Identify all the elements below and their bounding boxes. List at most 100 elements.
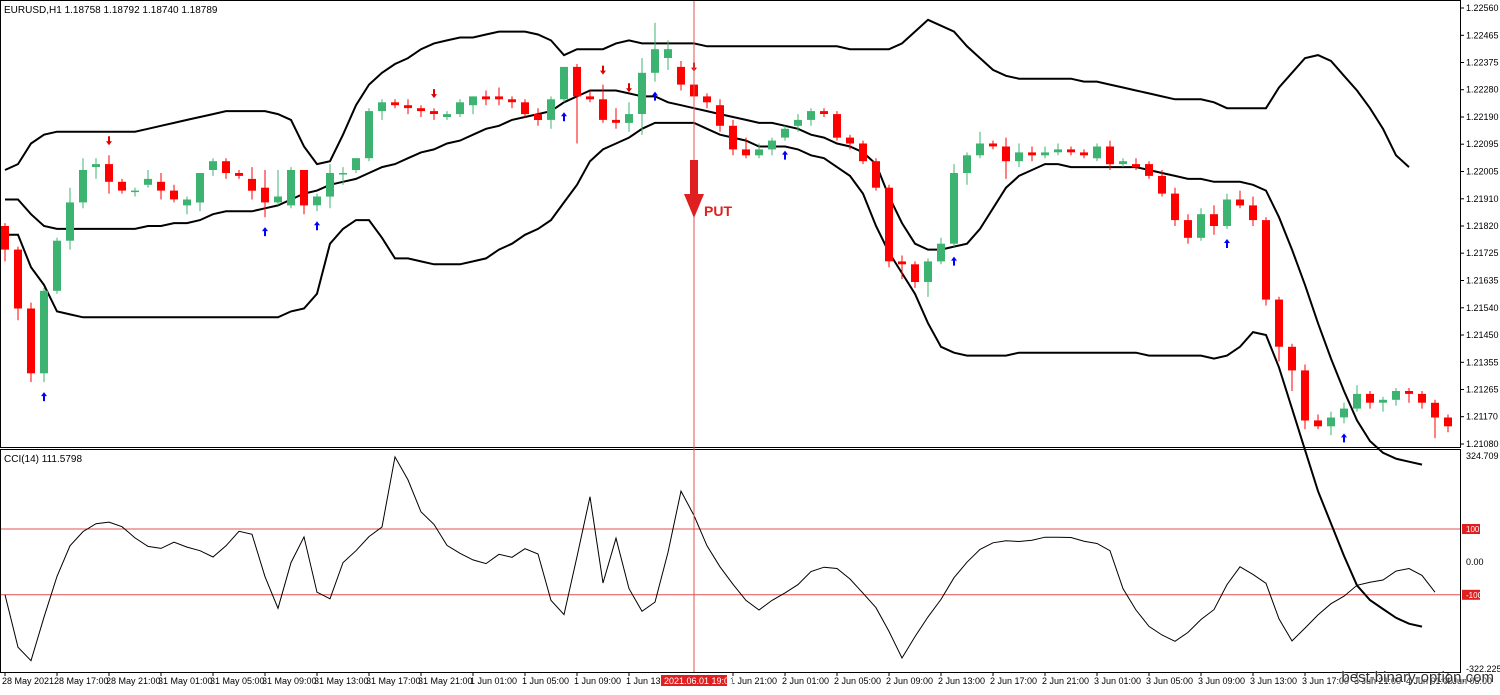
candle-body	[508, 99, 516, 103]
cci-axis-label: 324.709	[1466, 451, 1499, 461]
buy-arrow-icon	[262, 227, 268, 237]
candle-body	[1, 226, 9, 250]
candle-body	[391, 102, 399, 106]
candle-body	[352, 158, 360, 170]
cci-level-badge	[1462, 524, 1480, 534]
candle-body	[300, 170, 308, 206]
candle-body	[118, 181, 126, 191]
candle-body	[1041, 152, 1049, 156]
candle-body	[833, 114, 841, 138]
candle-body	[729, 125, 737, 150]
sell-arrow-icon	[600, 65, 606, 75]
price-axis-label: 1.21540	[1466, 303, 1499, 313]
candle-body	[144, 178, 152, 185]
time-axis-label: 2 Jun 09:00	[886, 676, 933, 686]
candle-body	[222, 161, 230, 173]
price-axis-label: 1.21080	[1466, 439, 1499, 449]
put-signal-label: PUT	[704, 203, 732, 219]
candle-body	[807, 111, 815, 120]
time-axis-label: 2 Jun 21:00	[1042, 676, 1089, 686]
time-axis-label: 28 May 17:00	[54, 676, 109, 686]
cci-axis-label: -100	[1466, 591, 1483, 600]
candle-body	[573, 66, 581, 97]
time-axis-label: 2 Jun 01:00	[782, 676, 829, 686]
cci-level-badge	[1462, 589, 1480, 600]
candle-body	[1093, 146, 1101, 159]
price-axis-label: 1.21265	[1466, 385, 1499, 395]
time-axis-label: 1 Jun 05:00	[522, 676, 569, 686]
candle-body	[638, 72, 646, 114]
sell-arrow-icon	[106, 136, 112, 146]
candle-body	[339, 173, 347, 175]
sell-arrow-icon	[431, 89, 437, 99]
bollinger-middle-band	[5, 89, 1423, 466]
price-pane-frame	[0, 0, 1461, 448]
time-axis-label: 1 Jun 13:00	[626, 676, 673, 686]
candle-body	[560, 66, 568, 100]
candle-body	[92, 164, 100, 167]
price-axis-label: 1.21725	[1466, 248, 1499, 258]
candle-body	[1223, 199, 1231, 226]
watermark: best-binary-option.com	[1341, 669, 1494, 686]
candle-body	[79, 170, 87, 203]
time-axis-label: 2 Jun 05:00	[834, 676, 881, 686]
time-axis-label: 2 Jun 17:00	[990, 676, 1037, 686]
price-axis-label: 1.22560	[1466, 3, 1499, 13]
sell-arrow-icon	[626, 83, 632, 93]
buy-arrow-icon	[1224, 238, 1230, 248]
candle-body	[1301, 370, 1309, 421]
candle-body	[1210, 214, 1218, 226]
candle-body	[1327, 417, 1335, 427]
time-axis-label: 4 Jun 01:00	[1406, 676, 1453, 686]
buy-arrow-icon	[561, 112, 567, 122]
symbol-info: EURUSD,H1 1.18758 1.18792 1.18740 1.1878…	[4, 5, 218, 16]
buy-arrow-icon	[314, 221, 320, 231]
price-axis-label: 1.21635	[1466, 276, 1499, 286]
price-axis-label: 1.22190	[1466, 112, 1499, 122]
candle-body	[469, 96, 477, 106]
candle-body	[937, 243, 945, 262]
time-axis-label: 31 May 01:00	[158, 676, 213, 686]
price-axis-label: 1.21170	[1466, 412, 1498, 422]
candle-body	[820, 111, 828, 114]
candle-body	[1028, 152, 1036, 156]
candle-body	[326, 173, 334, 197]
candle-body	[703, 96, 711, 103]
signal-time-label: 2021.06.01 19:00	[664, 676, 734, 686]
buy-arrow-icon	[652, 91, 658, 101]
candle-body	[755, 149, 763, 156]
candle-body	[1184, 220, 1192, 238]
candle-body	[1249, 205, 1257, 221]
candle-body	[911, 264, 919, 282]
candle-body	[963, 155, 971, 173]
candle-body	[1002, 146, 1010, 162]
price-axis-label: 1.21820	[1466, 221, 1499, 231]
candle-body	[1444, 417, 1452, 427]
time-axis-label: 31 May 09:00	[262, 676, 317, 686]
candle-body	[1067, 149, 1075, 153]
candle-body	[898, 261, 906, 265]
cci-info: CCI(14) 111.5798	[4, 454, 82, 465]
candle-body	[612, 119, 620, 123]
candle-body	[872, 161, 880, 188]
candle-body	[950, 173, 958, 244]
candle-body	[1392, 391, 1400, 400]
candle-body	[716, 105, 724, 126]
candle-body	[378, 102, 386, 112]
price-axis-label: 1.21910	[1466, 194, 1499, 204]
price-axis-label: 1.22465	[1466, 30, 1499, 40]
candle-body	[924, 261, 932, 282]
candle-body	[1158, 175, 1166, 194]
candle-body	[1054, 149, 1062, 153]
candle-body	[248, 178, 256, 191]
candle-body	[482, 96, 490, 100]
candle-body	[1379, 399, 1387, 403]
candle-body	[1366, 393, 1374, 403]
time-axis-label: 4 Jun 05:00	[1445, 676, 1492, 686]
candle-body	[534, 114, 542, 120]
candle-body	[261, 187, 269, 203]
candle-body	[677, 66, 685, 85]
bollinger-lower-band	[5, 121, 1423, 628]
